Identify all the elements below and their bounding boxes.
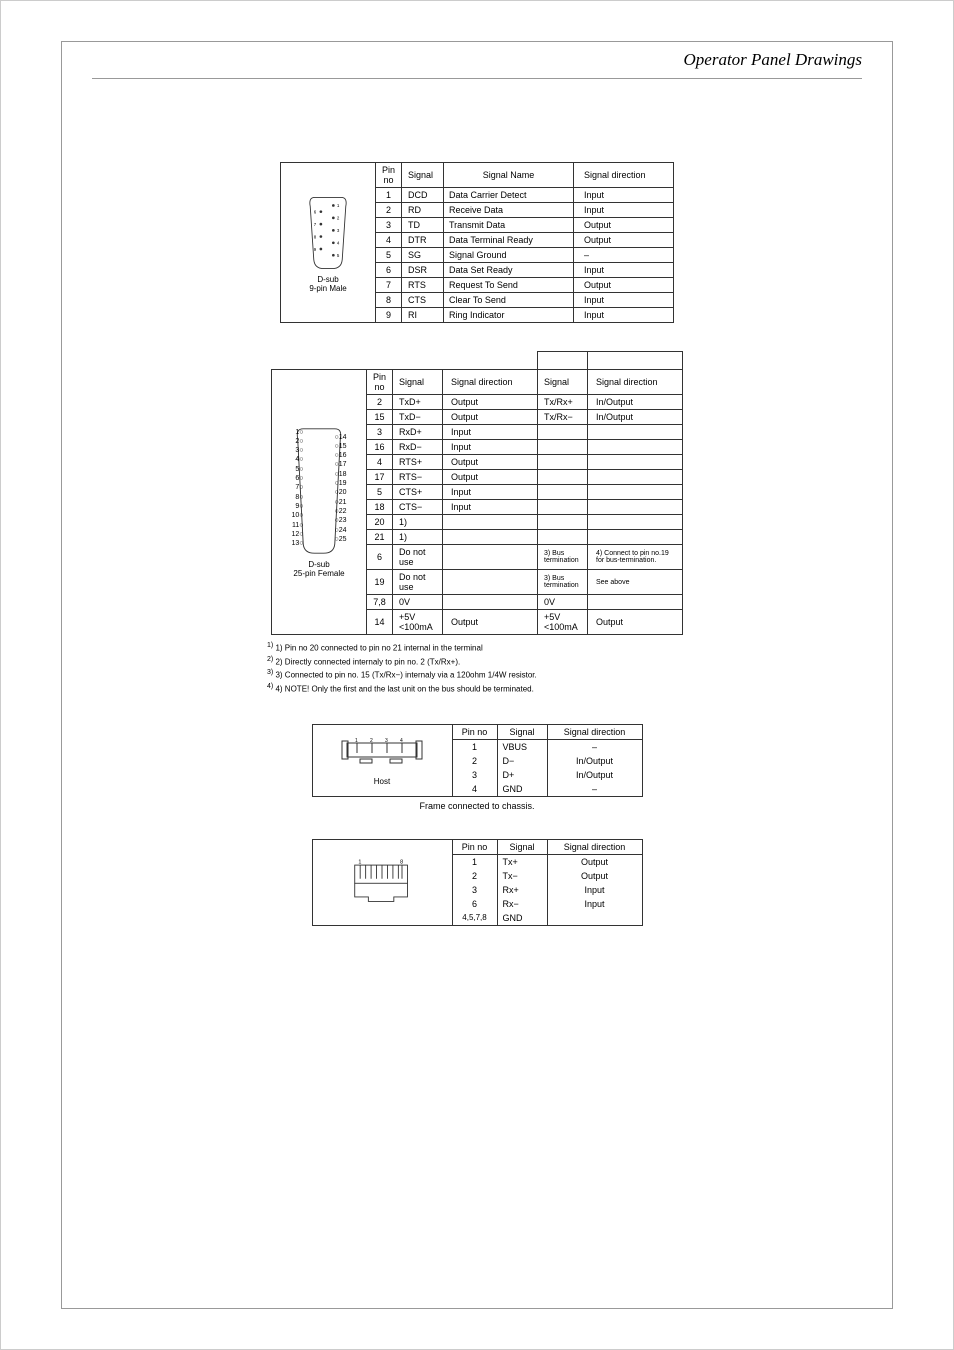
page-title: Operator Panel Drawings [684, 50, 863, 70]
svg-text:8: 8 [314, 234, 317, 239]
db25-label: D-sub 25-pin Female [276, 560, 362, 578]
db9-section: 1 2 3 4 5 6 7 8 9 D-sub 9-pin Male [280, 162, 674, 323]
svg-text:1: 1 [358, 859, 361, 865]
content-area: 1 2 3 4 5 6 7 8 9 D-sub 9-pin Male [92, 162, 862, 926]
usb-diagram-cell: 1 2 3 4 Host [312, 724, 452, 796]
usb-label: Host [317, 777, 448, 786]
db25-diagram-cell: 1○2○3○4○5○6○7○8○9○10○11○12○13○ ○14○15○16… [272, 370, 367, 635]
svg-text:5: 5 [337, 253, 340, 258]
db9-h-dir: Signal direction [574, 163, 674, 188]
svg-text:1: 1 [337, 203, 340, 208]
usb-connector-icon: 1 2 3 4 [332, 735, 432, 775]
db25-h-sig2: Signal [538, 370, 588, 395]
db25-h-sig: Signal [393, 370, 443, 395]
svg-text:3: 3 [337, 228, 340, 233]
svg-text:2: 2 [337, 215, 340, 220]
note-line: 4) 4) NOTE! Only the first and the last … [267, 682, 687, 696]
svg-text:3: 3 [385, 738, 388, 744]
usb-h-sig: Signal [497, 724, 547, 739]
db25-notes: 1) 1) Pin no 20 connected to pin no 21 i… [267, 641, 687, 696]
svg-text:7: 7 [314, 221, 317, 226]
rj45-diagram-cell: 18 [312, 839, 452, 925]
rj45-table: 18 [312, 839, 643, 926]
db25-h-dir2: Signal direction [588, 370, 683, 395]
note-line: 3) 3) Connected to pin no. 15 (Tx/Rx−) i… [267, 668, 687, 682]
svg-text:6: 6 [314, 209, 317, 214]
rj45-section: 18 [312, 839, 643, 926]
svg-text:4: 4 [400, 738, 403, 744]
db25-top-blank2 [588, 352, 683, 370]
usb-h-pin: Pin no [452, 724, 497, 739]
svg-text:8: 8 [400, 859, 403, 865]
db9-table: 1 2 3 4 5 6 7 8 9 D-sub 9-pin Male [280, 162, 674, 323]
rj45-h-pin: Pin no [452, 839, 497, 854]
usb-caption: Frame connected to chassis. [419, 801, 534, 811]
svg-text:4: 4 [337, 240, 340, 245]
svg-text:2: 2 [370, 738, 373, 744]
rj45-h-dir: Signal direction [547, 839, 642, 854]
db9-label: D-sub 9-pin Male [285, 275, 371, 293]
db9-h-pin: Pin no [376, 163, 402, 188]
header-rule [92, 78, 862, 79]
page: Operator Panel Drawings 1 2 3 4 [0, 0, 954, 1350]
rj45-connector-icon: 18 [332, 856, 432, 906]
note-line: 1) 1) Pin no 20 connected to pin no 21 i… [267, 641, 687, 655]
note-line: 2) 2) Directly connected internaly to pi… [267, 655, 687, 669]
usb-table: 1 2 3 4 Host Pin no Signal Signal direct [312, 724, 643, 797]
usb-h-dir: Signal direction [547, 724, 642, 739]
db25-section: 1○2○3○4○5○6○7○8○9○10○11○12○13○ ○14○15○16… [267, 351, 687, 696]
db9-diagram-cell: 1 2 3 4 5 6 7 8 9 D-sub 9-pin Male [281, 163, 376, 323]
db25-h-pin: Pin no [367, 370, 393, 395]
db9-h-name: Signal Name [444, 163, 574, 188]
rj45-h-sig: Signal [497, 839, 547, 854]
inner-border: Operator Panel Drawings 1 2 3 4 [61, 41, 893, 1309]
usb-section: 1 2 3 4 Host Pin no Signal Signal direct [312, 724, 643, 811]
svg-text:1: 1 [355, 738, 358, 744]
db25-h-dir: Signal direction [443, 370, 538, 395]
db25-top-blank1 [538, 352, 588, 370]
db25-table: 1○2○3○4○5○6○7○8○9○10○11○12○13○ ○14○15○16… [271, 351, 683, 635]
db9-connector-icon: 1 2 3 4 5 6 7 8 9 [298, 193, 358, 273]
db9-h-sig: Signal [402, 163, 444, 188]
svg-text:9: 9 [314, 246, 317, 251]
